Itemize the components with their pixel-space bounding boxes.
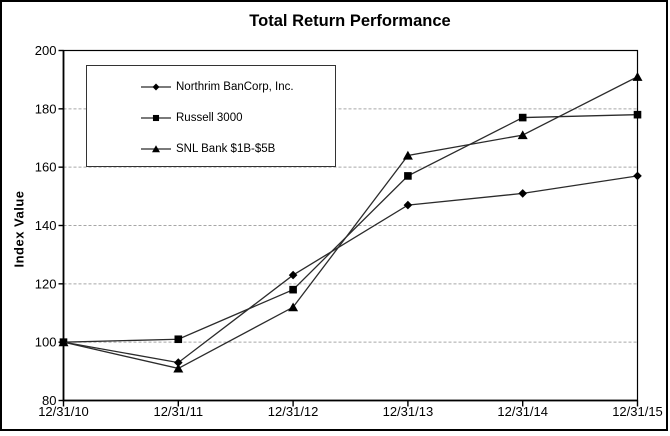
- diamond-marker: [633, 171, 642, 181]
- y-tick-label: 120: [35, 276, 57, 291]
- x-tick-label: 12/31/12: [268, 404, 319, 419]
- diamond-marker: [518, 189, 527, 198]
- series-line-russell-3000: [63, 114, 638, 343]
- square-marker: [633, 110, 642, 119]
- y-tick-label: 100: [35, 335, 57, 350]
- diamond-marker: [288, 270, 298, 280]
- y-tick-label: 80: [42, 393, 56, 408]
- triangle-marker: [152, 144, 160, 152]
- square-marker: [174, 335, 183, 344]
- diamond-marker-icon: [141, 83, 171, 90]
- legend-label: Russell 3000: [176, 111, 243, 124]
- legend: Northrim BanCorp, Inc. Russell 3000 SNL Ba…: [86, 65, 336, 167]
- y-tick-label: 180: [35, 101, 57, 116]
- y-tick-label: 140: [35, 218, 57, 233]
- diamond-marker: [174, 358, 183, 367]
- square-marker: [152, 114, 160, 121]
- x-tick-label: 12/31/14: [497, 404, 548, 419]
- x-tick-label: 12/31/13: [383, 404, 434, 419]
- series-line-snl-bank-1b-5b: [63, 76, 638, 370]
- y-tick-label: 200: [35, 43, 57, 58]
- series-line-northrim-bancorp-inc: [63, 175, 638, 364]
- square-marker-icon: [141, 114, 171, 121]
- x-tick-label: 12/31/10: [38, 404, 89, 419]
- legend-item-snl-bank-1b-5b: SNL Bank $1B-$5B: [87, 133, 335, 164]
- triangle-marker: [632, 72, 643, 81]
- x-tick-label: 12/31/11: [153, 404, 203, 419]
- diamond-marker: [403, 200, 413, 210]
- diamond-marker: [152, 83, 160, 90]
- triangle-marker: [402, 150, 413, 160]
- triangle-marker: [58, 337, 69, 347]
- legend-item-northrim-bancorp-inc: Northrim BanCorp, Inc.: [87, 71, 335, 102]
- triangle-marker: [288, 302, 299, 312]
- legend-label: Northrim BanCorp, Inc.: [176, 80, 294, 93]
- legend-item-russell-3000: Russell 3000: [87, 102, 335, 133]
- x-tick-label: 12/31/15: [612, 404, 663, 419]
- square-marker: [404, 172, 412, 180]
- square-marker: [289, 285, 297, 294]
- square-marker: [518, 113, 527, 122]
- legend-label: SNL Bank $1B-$5B: [176, 142, 276, 155]
- chart-title: Total Return Performance: [249, 12, 451, 30]
- triangle-marker-icon: [141, 144, 171, 152]
- triangle-marker: [173, 363, 184, 373]
- triangle-marker: [517, 130, 528, 140]
- y-tick-label: 160: [35, 160, 57, 175]
